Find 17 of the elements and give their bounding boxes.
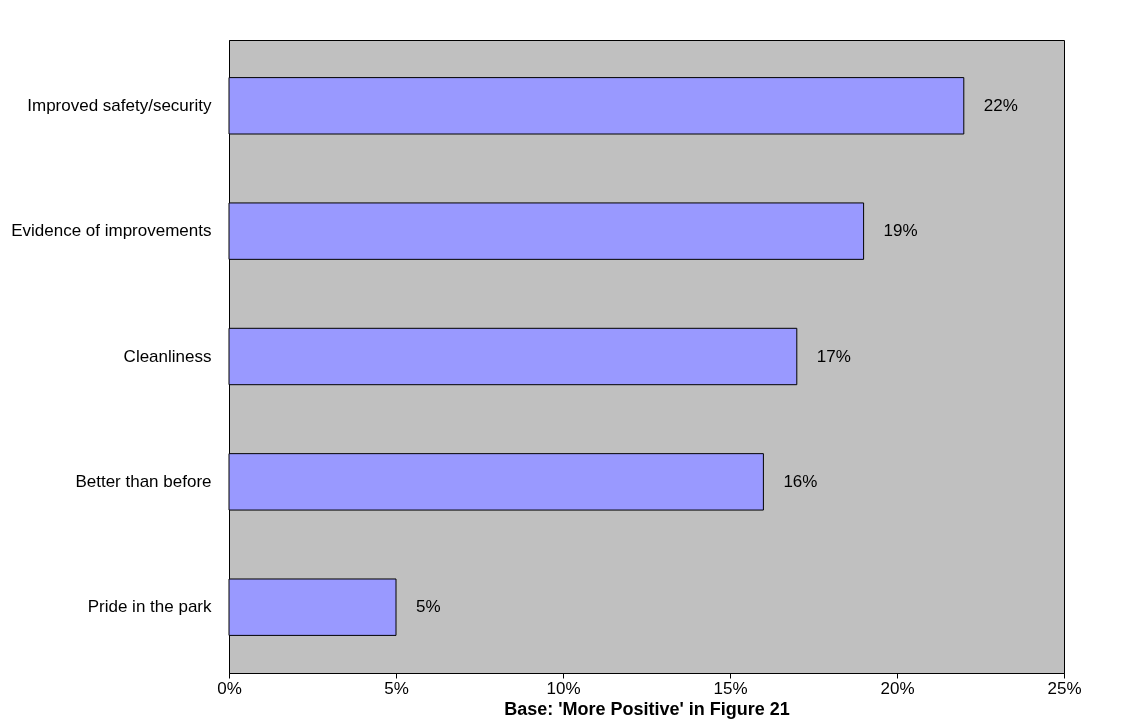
- x-tick-label: 25%: [1047, 678, 1082, 698]
- x-tick-label: 20%: [880, 678, 915, 698]
- y-tick-label: Improved safety/security: [27, 95, 212, 115]
- data-label: 19%: [883, 221, 918, 241]
- x-tick-label: 15%: [713, 678, 748, 698]
- data-label: 16%: [783, 471, 818, 491]
- y-tick-label: Cleanliness: [123, 346, 212, 366]
- y-tick-label: Better than before: [75, 471, 212, 491]
- x-axis-title: Base: 'More Positive' in Figure 21: [504, 698, 790, 719]
- x-tick-label: 0%: [217, 678, 242, 698]
- data-label: 22%: [983, 95, 1018, 115]
- data-label: 5%: [416, 597, 441, 617]
- x-tick-label: 10%: [546, 678, 581, 698]
- x-tick-label: 5%: [384, 678, 409, 698]
- y-tick-label: Evidence of improvements: [11, 221, 212, 241]
- y-tick-label: Pride in the park: [87, 597, 212, 617]
- data-label: 17%: [816, 346, 851, 366]
